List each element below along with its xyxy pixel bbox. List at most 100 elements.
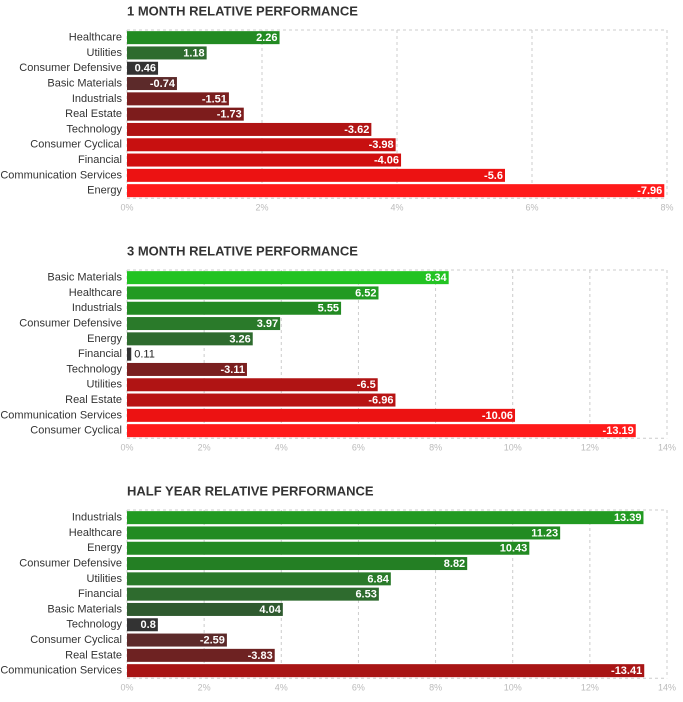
bar: [127, 347, 132, 361]
x-tick-label: 2%: [255, 203, 268, 213]
y-tick-label: Basic Materials: [47, 272, 122, 284]
y-tick-label: Industrials: [72, 93, 123, 105]
y-tick-label: Energy: [87, 333, 122, 345]
value-label: -3.62: [344, 124, 369, 136]
x-tick-label: 8%: [429, 683, 442, 693]
value-label: 1.18: [183, 47, 204, 59]
bar: [127, 664, 645, 678]
x-tick-label: 6%: [352, 683, 365, 693]
bar: [127, 587, 379, 601]
y-tick-label: Energy: [87, 542, 122, 554]
bar: [127, 511, 644, 525]
x-tick-label: 8%: [429, 443, 442, 453]
bar: [127, 61, 159, 75]
value-label: -3.83: [248, 650, 273, 662]
chart-title: 3 MONTH RELATIVE PERFORMANCE: [127, 243, 358, 258]
y-tick-label: Technology: [66, 123, 122, 135]
y-tick-label: Utilities: [87, 573, 123, 585]
y-tick-label: Consumer Defensive: [19, 557, 122, 569]
value-label: -2.59: [200, 634, 225, 646]
value-label: -13.19: [603, 425, 634, 437]
bar: [127, 271, 449, 285]
y-tick-label: Consumer Defensive: [19, 62, 122, 74]
value-label: 4.04: [259, 604, 281, 616]
value-label: -0.74: [150, 78, 176, 90]
value-label: -6.96: [368, 394, 393, 406]
x-tick-label: 6%: [352, 443, 365, 453]
x-tick-label: 14%: [658, 443, 676, 453]
value-label: 6.84: [367, 573, 389, 585]
bar: [127, 526, 561, 540]
y-tick-label: Communication Services: [0, 169, 122, 181]
y-tick-label: Utilities: [87, 47, 123, 59]
bar: [127, 92, 229, 106]
y-tick-label: Financial: [78, 348, 122, 360]
bar: [127, 46, 207, 60]
x-tick-label: 2%: [198, 443, 211, 453]
value-label: 6.52: [355, 287, 376, 299]
y-tick-label: Consumer Cyclical: [30, 425, 122, 437]
y-tick-label: Financial: [78, 154, 122, 166]
bar: [127, 424, 636, 438]
value-label: 10.43: [500, 543, 528, 555]
value-label: -3.98: [369, 139, 394, 151]
y-tick-label: Technology: [66, 619, 122, 631]
y-tick-label: Industrials: [72, 302, 123, 314]
bar: [127, 317, 281, 331]
y-tick-label: Healthcare: [69, 287, 122, 299]
bar: [127, 572, 391, 586]
value-label: 3.26: [229, 333, 250, 345]
y-tick-label: Financial: [78, 588, 122, 600]
value-label: -13.41: [611, 665, 642, 677]
value-label: 3.97: [257, 318, 278, 330]
bar: [127, 31, 280, 45]
value-label: -1.51: [202, 93, 227, 105]
value-label: -4.06: [374, 154, 399, 166]
value-label: 2.26: [256, 32, 277, 44]
chart-title: 1 MONTH RELATIVE PERFORMANCE: [127, 3, 358, 18]
bar: [127, 153, 402, 167]
value-label: -3.11: [220, 364, 244, 376]
x-tick-label: 2%: [198, 683, 211, 693]
y-tick-label: Technology: [66, 363, 122, 375]
y-tick-label: Communication Services: [0, 409, 122, 421]
y-tick-label: Industrials: [72, 512, 123, 524]
bar: [127, 286, 379, 300]
value-label: 0.8: [141, 619, 156, 631]
x-tick-label: 6%: [525, 203, 538, 213]
value-label: -6.5: [357, 379, 376, 391]
bar: [127, 648, 275, 662]
bar: [127, 301, 342, 315]
value-label: 6.53: [355, 589, 376, 601]
bar: [127, 107, 244, 121]
bar: [127, 557, 468, 571]
x-tick-label: 0%: [120, 203, 133, 213]
y-tick-label: Energy: [87, 185, 122, 197]
x-tick-label: 4%: [275, 443, 288, 453]
bar: [127, 184, 665, 198]
y-tick-label: Basic Materials: [47, 603, 122, 615]
bar: [127, 77, 177, 91]
value-label: 8.82: [444, 558, 465, 570]
x-tick-label: 10%: [504, 683, 522, 693]
bar: [127, 393, 396, 407]
y-tick-label: Healthcare: [69, 527, 122, 539]
bar: [127, 362, 247, 376]
x-tick-label: 12%: [581, 683, 599, 693]
value-label: -10.06: [482, 410, 513, 422]
value-label: 0.11: [134, 349, 155, 361]
value-label: -1.73: [217, 109, 242, 121]
y-tick-label: Consumer Cyclical: [30, 139, 122, 151]
y-tick-label: Real Estate: [65, 394, 122, 406]
x-tick-label: 10%: [504, 443, 522, 453]
y-tick-label: Real Estate: [65, 108, 122, 120]
value-label: 0.46: [135, 63, 156, 75]
bar: [127, 378, 378, 392]
x-tick-label: 8%: [660, 203, 673, 213]
bar: [127, 602, 283, 616]
bar: [127, 408, 516, 422]
bar: [127, 122, 372, 136]
x-tick-label: 4%: [390, 203, 403, 213]
bar: [127, 332, 253, 346]
